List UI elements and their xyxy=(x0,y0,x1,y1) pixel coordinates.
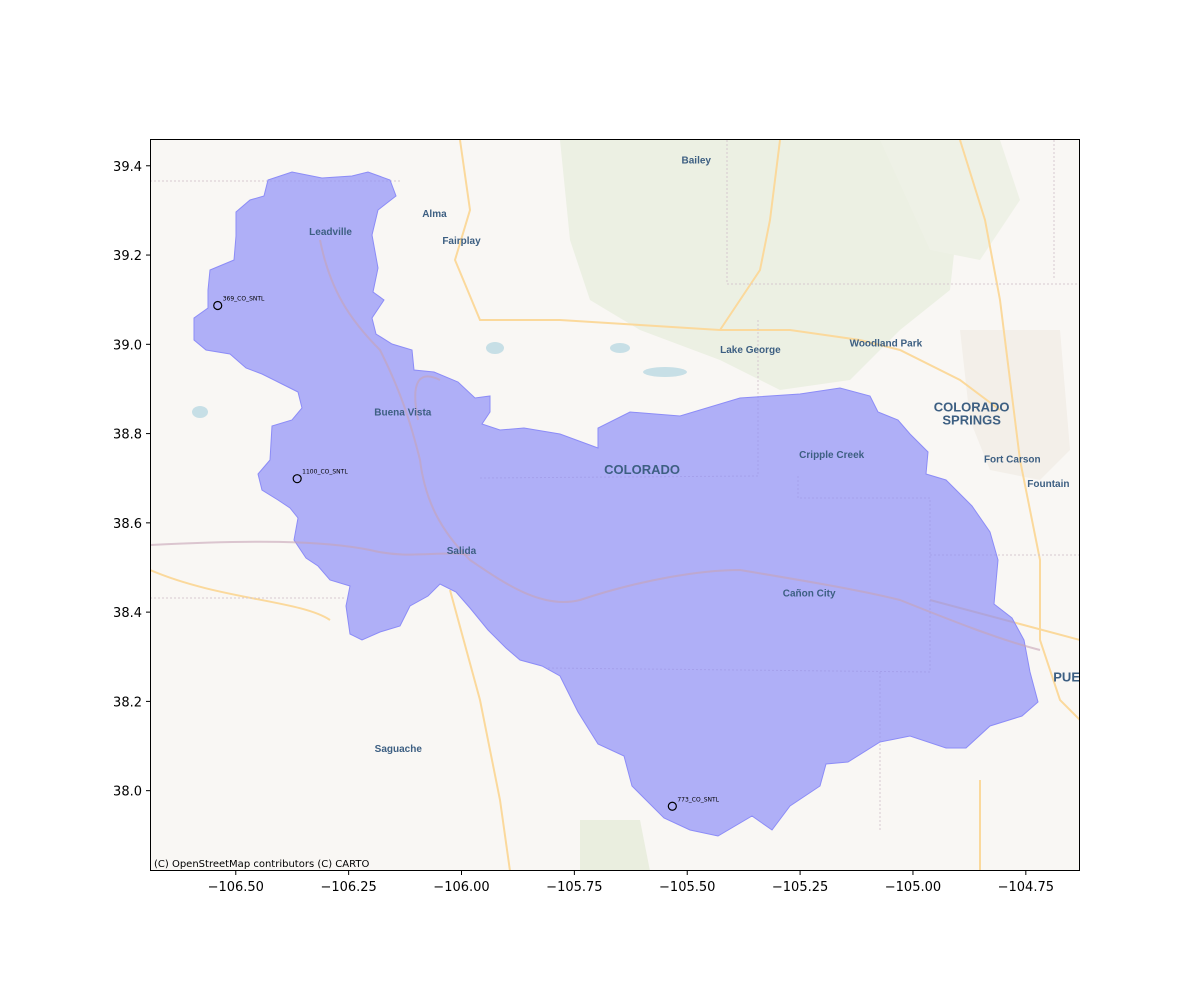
station-label: 369_CO_SNTL xyxy=(223,295,265,302)
place-label: Salida xyxy=(447,546,477,557)
y-tick-label: 38.0 xyxy=(113,785,142,800)
place-label: Alma xyxy=(422,209,447,220)
y-tick-label: 39.2 xyxy=(113,249,142,264)
x-tick-label: −105.00 xyxy=(885,880,941,895)
map-area: Bailey Leadville Alma Fairplay Lake George Wo… xyxy=(150,139,1080,871)
y-tick-label: 38.8 xyxy=(113,428,142,443)
station-label: 773_CO_SNTL xyxy=(677,796,719,803)
x-axis: −106.50 −106.25 −106.00 −105.75 −105.50 −105.… xyxy=(208,871,1054,895)
place-label: Cripple Creek xyxy=(799,450,864,461)
place-label: SPRINGS xyxy=(942,413,1001,428)
station-marker xyxy=(213,300,223,311)
place-label: Fairplay xyxy=(442,236,481,247)
highways xyxy=(150,239,1041,651)
urban-area xyxy=(960,330,1070,480)
y-tick-label: 38.6 xyxy=(113,517,142,532)
y-axis: 38.0 38.2 38.4 38.6 38.8 39.0 39.2 39.4 xyxy=(113,160,150,800)
y-tick-label: 38.2 xyxy=(113,695,142,710)
place-label: Fountain xyxy=(1027,479,1069,490)
place-label: Bailey xyxy=(682,156,712,167)
y-tick-label: 39.0 xyxy=(113,338,142,353)
x-tick-label: −105.75 xyxy=(546,880,602,895)
place-label: Cañon City xyxy=(783,589,836,600)
place-label: Leadville xyxy=(309,227,352,238)
watershed-polygon xyxy=(193,171,1039,837)
x-tick-label: −105.25 xyxy=(772,880,828,895)
forest-area xyxy=(880,140,1020,260)
station-label: 1100_CO_SNTL xyxy=(302,469,348,476)
attribution-text: (C) OpenStreetMap contributors (C) CARTO xyxy=(154,859,369,870)
place-label: PUE xyxy=(1053,669,1080,684)
x-tick-label: −106.00 xyxy=(433,880,489,895)
water-bodies xyxy=(192,342,687,418)
x-tick-label: −104.75 xyxy=(998,880,1054,895)
roads xyxy=(150,139,1080,871)
x-tick-label: −105.50 xyxy=(659,880,715,895)
axes-frame xyxy=(150,139,1080,871)
forest-area xyxy=(580,820,650,871)
place-label: Saguache xyxy=(375,744,423,755)
x-tick-label: −106.25 xyxy=(320,880,376,895)
y-tick-label: 38.4 xyxy=(113,606,142,621)
station-marker xyxy=(667,801,677,811)
place-label: Fort Carson xyxy=(984,455,1041,466)
place-label: Woodland Park xyxy=(850,339,923,350)
place-label: Buena Vista xyxy=(374,408,431,419)
place-label: COLORADO xyxy=(604,462,680,477)
place-labels: Bailey Leadville Alma Fairplay Lake George Wo… xyxy=(309,156,1080,755)
place-label: Lake George xyxy=(720,345,781,356)
x-tick-label: −106.50 xyxy=(208,880,264,895)
station-marker xyxy=(292,474,302,484)
station-markers: 369_CO_SNTL 1100_CO_SNTL 773_CO_SNTL xyxy=(213,295,720,811)
place-label: COLORADO xyxy=(934,399,1010,414)
y-tick-label: 39.4 xyxy=(113,160,142,175)
